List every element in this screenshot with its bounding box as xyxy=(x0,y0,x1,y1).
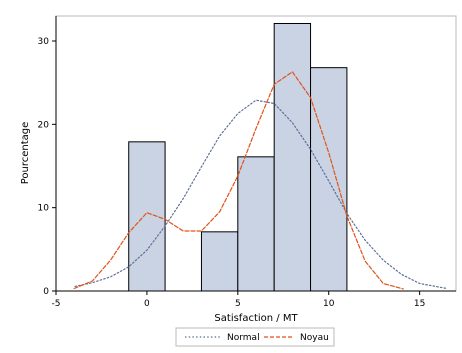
bars-layer xyxy=(128,23,348,292)
y-tick-label-0: 0 xyxy=(43,287,49,297)
legend: Normal Noyau xyxy=(175,327,335,347)
y-axis-label: Pourcentage xyxy=(20,122,31,185)
series-0-line xyxy=(74,99,448,290)
curves-layer xyxy=(73,71,448,290)
histogram-bar-5 xyxy=(310,67,348,292)
x-tick-label-2: 5 xyxy=(235,299,241,309)
histogram-bar-3 xyxy=(237,156,275,292)
x-tick-label-0: -5 xyxy=(52,299,61,309)
y-tick-label-1: 10 xyxy=(38,204,50,214)
histogram-bar-2 xyxy=(200,231,239,292)
y-tick-label-3: 30 xyxy=(38,37,50,47)
legend-noyau-label: Noyau xyxy=(300,333,329,343)
histogram-bar-0 xyxy=(128,141,166,292)
x-tick-label-3: 10 xyxy=(323,299,335,309)
series-1-line xyxy=(73,71,404,290)
legend-normal-label: Normal xyxy=(227,333,260,343)
y-tick-label-2: 20 xyxy=(38,120,50,130)
histogram-bar-4 xyxy=(273,23,312,292)
x-tick-label-4: 15 xyxy=(414,299,425,309)
x-axis-label: Satisfaction / MT xyxy=(214,313,298,324)
x-tick-label-1: 0 xyxy=(144,299,150,309)
legend-box xyxy=(175,327,335,347)
